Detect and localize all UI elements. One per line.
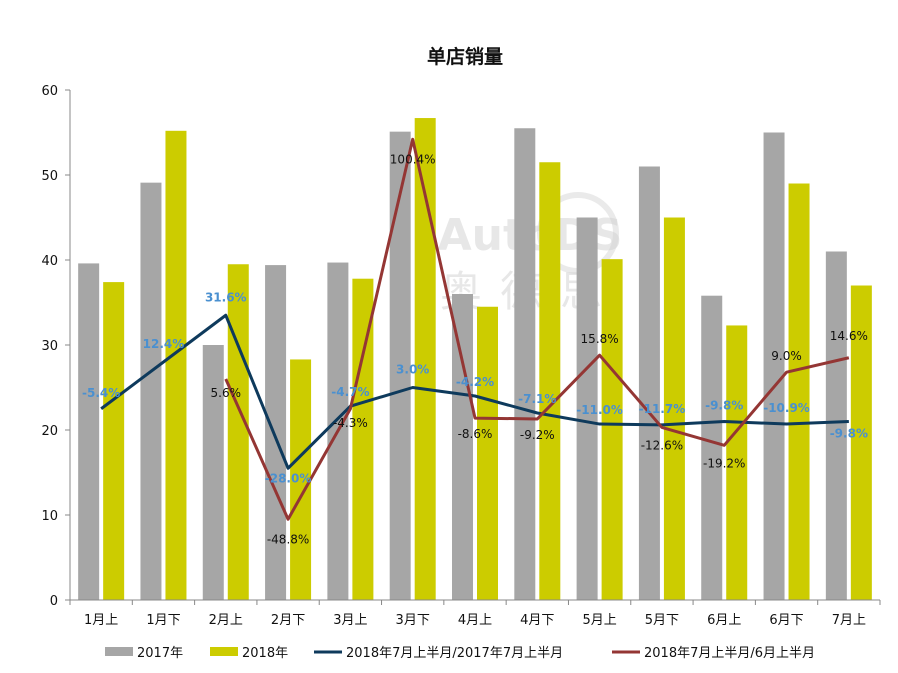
legend-label: 2018年7月上半月/2017年7月上半月 [346, 646, 563, 661]
bar-2017 [764, 133, 785, 601]
x-tick-label: 6月下 [769, 613, 803, 628]
x-tick-label: 1月下 [146, 613, 180, 628]
x-tick-label: 1月上 [84, 613, 118, 628]
legend-swatch [210, 647, 238, 656]
y-tick-label: 60 [41, 84, 58, 99]
x-tick-label: 2月下 [271, 613, 305, 628]
legend-label: 2018年 [242, 646, 288, 661]
x-tick-label: 4月下 [520, 613, 554, 628]
bar-2017 [140, 183, 161, 600]
bars-layer [78, 118, 872, 600]
y-tick-label: 10 [41, 509, 58, 524]
x-tick-label: 5月下 [645, 613, 679, 628]
bar-2018 [165, 131, 186, 600]
mom-data-label: -8.6% [458, 427, 493, 441]
x-tick-label: 4月上 [458, 613, 492, 628]
mom-line [226, 139, 849, 519]
y-tick-label: 40 [41, 254, 58, 269]
yoy-data-label: -11.7% [639, 402, 686, 416]
x-tick-label: 5月上 [582, 613, 616, 628]
mom-data-label: 9.0% [771, 349, 802, 363]
x-tick-label: 7月上 [832, 613, 866, 628]
bar-2017 [701, 296, 722, 600]
yoy-data-label: -10.9% [763, 401, 810, 415]
bar-2017 [265, 265, 286, 600]
mom-data-label: -48.8% [267, 532, 309, 546]
bar-2017 [639, 167, 660, 601]
mom-data-label: 100.4% [390, 152, 436, 166]
yoy-data-label: -4.2% [456, 375, 494, 389]
yoy-data-label: 3.0% [396, 363, 429, 377]
mom-data-label: -9.2% [520, 428, 555, 442]
yoy-data-label: -4.7% [331, 385, 369, 399]
legend-label: 2017年 [137, 646, 183, 661]
yoy-data-label: -7.1% [518, 392, 556, 406]
legend: 2017年 2018年 2018年7月上半月/2017年7月上半月 2018年7月上半… [105, 646, 815, 661]
legend-label: 2018年7月上半月/6月上半月 [644, 646, 815, 661]
y-tick-label: 20 [41, 424, 58, 439]
bar-2017 [452, 294, 473, 600]
legend-swatch [105, 647, 133, 656]
y-tick-label: 30 [41, 339, 58, 354]
x-tick-label: 6月上 [707, 613, 741, 628]
chart-title: 单店销量 [427, 45, 503, 68]
mom-data-label: 15.8% [581, 332, 619, 346]
y-tick-label: 50 [41, 169, 58, 184]
y-tick-label: 0 [50, 594, 58, 609]
yoy-data-label: 31.6% [205, 290, 247, 304]
x-tick-label: 3月下 [396, 613, 430, 628]
bar-2017 [203, 345, 224, 600]
mom-data-label: -19.2% [703, 456, 745, 470]
mom-data-label: -12.6% [641, 438, 683, 452]
bar-2017 [78, 263, 99, 600]
yoy-data-label: -28.0% [265, 471, 312, 485]
bar-2018 [228, 264, 249, 600]
yoy-data-label: -9.8% [705, 399, 743, 413]
yoy-data-label: 12.4% [143, 337, 185, 351]
bar-2018 [477, 307, 498, 600]
bar-2018 [602, 259, 623, 600]
bar-2018 [539, 162, 560, 600]
yoy-data-label: -5.4% [82, 386, 120, 400]
x-tick-label: 3月上 [333, 613, 367, 628]
bar-2018 [103, 282, 124, 600]
mom-data-label: 5.6% [211, 386, 242, 400]
bar-2018 [789, 184, 810, 601]
yoy-data-label: -11.0% [576, 403, 623, 417]
mom-data-label: -4.3% [333, 416, 368, 430]
x-tick-label: 2月上 [209, 613, 243, 628]
yoy-data-label: -9.8% [830, 427, 868, 441]
bar-2017 [514, 128, 535, 600]
mom-data-label: 14.6% [830, 329, 868, 343]
